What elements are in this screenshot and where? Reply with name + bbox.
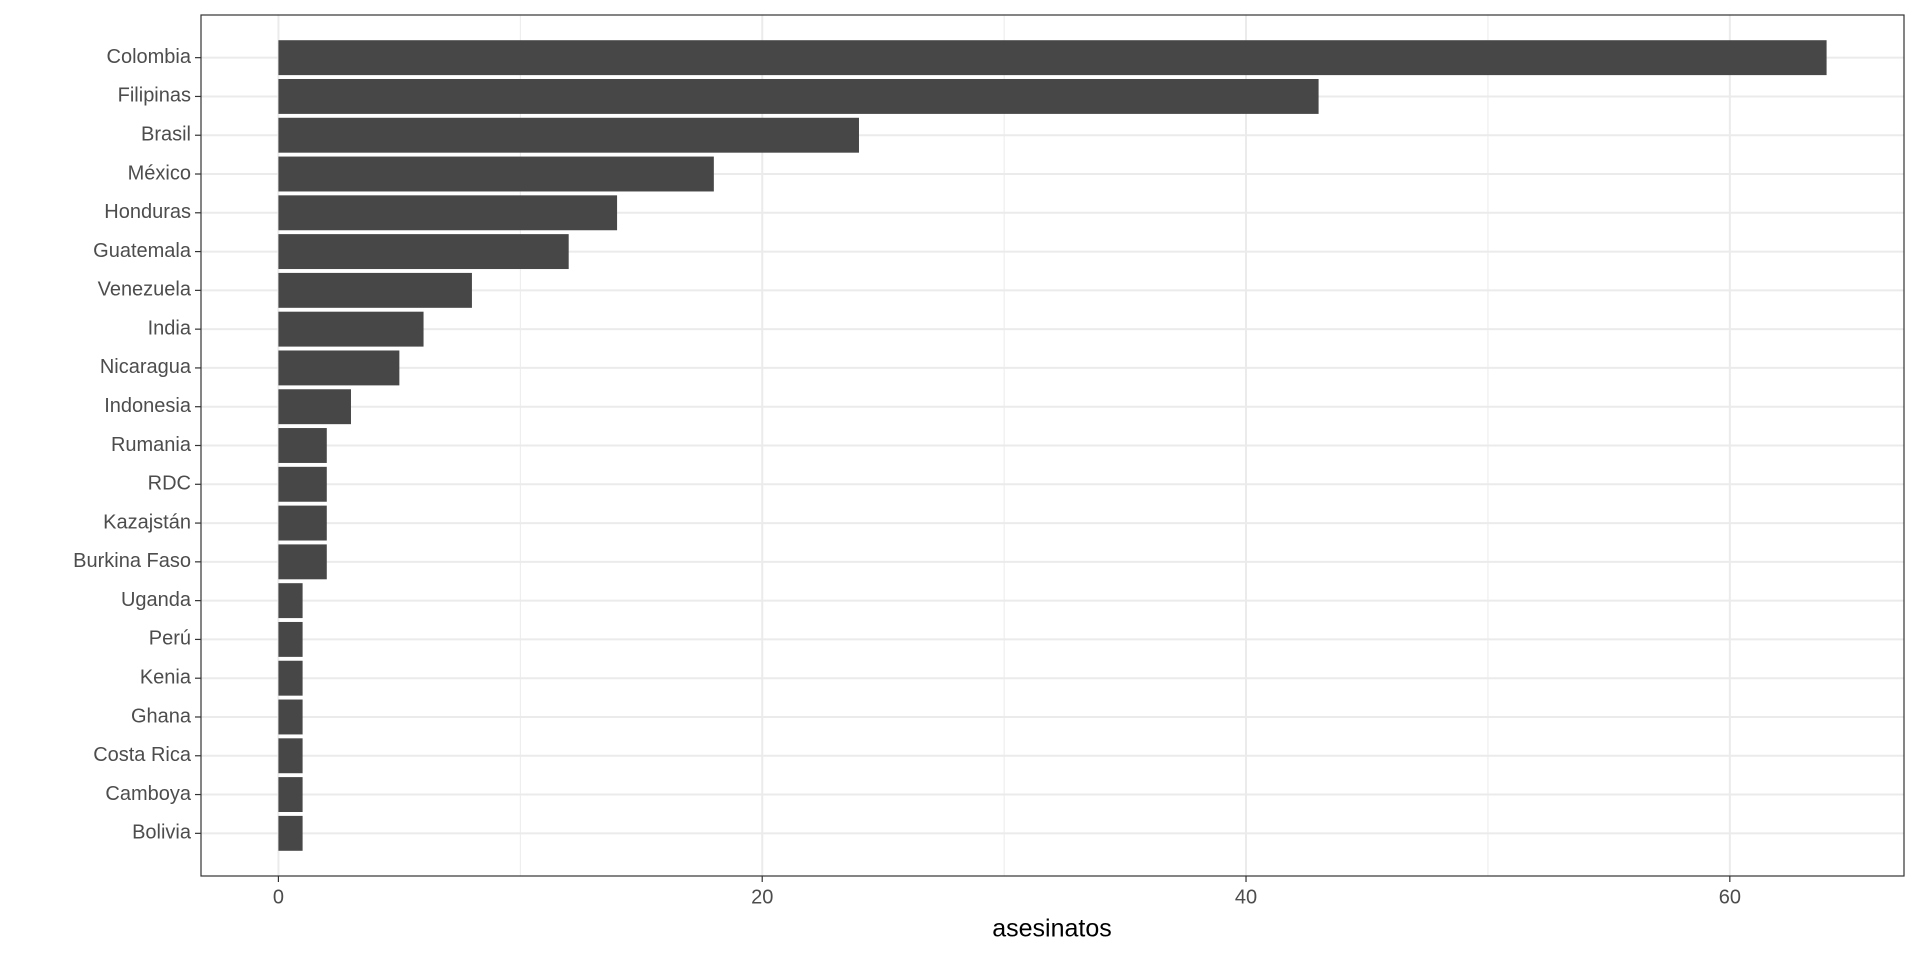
bar	[278, 505, 327, 541]
y-tick-label: Honduras	[104, 201, 191, 223]
y-tick-label: India	[148, 317, 192, 339]
y-tick-label: Colombia	[107, 46, 192, 68]
bar	[278, 621, 303, 657]
bar	[278, 660, 303, 696]
bar	[278, 195, 618, 231]
y-tick-label: Indonesia	[104, 395, 192, 417]
y-tick-label: México	[128, 162, 191, 184]
y-tick-label: Costa Rica	[93, 744, 192, 766]
x-tick-label: 40	[1235, 886, 1257, 908]
bar	[278, 389, 351, 425]
y-tick-label: Filipinas	[118, 85, 191, 107]
y-tick-label: RDC	[148, 473, 191, 495]
bar	[278, 272, 472, 308]
bar	[278, 117, 859, 153]
bar	[278, 156, 714, 192]
bar	[278, 311, 424, 347]
y-tick-label: Venezuela	[98, 279, 192, 301]
bar	[278, 350, 400, 386]
bar	[278, 40, 1827, 76]
x-tick-label: 60	[1719, 886, 1741, 908]
y-tick-label: Camboya	[105, 783, 191, 805]
bar	[278, 583, 303, 619]
y-tick-label: Kenia	[140, 666, 192, 688]
bar	[278, 234, 569, 270]
bar	[278, 466, 327, 502]
y-tick-label: Rumania	[111, 434, 192, 456]
bars	[278, 40, 1827, 851]
x-axis-title: asesinatos	[992, 915, 1112, 943]
y-tick-label: Brasil	[141, 124, 191, 146]
x-tick-label: 0	[273, 886, 284, 908]
bar	[278, 815, 303, 851]
y-tick-label: Guatemala	[93, 240, 192, 262]
bar	[278, 699, 303, 735]
y-tick-label: Uganda	[121, 589, 192, 611]
y-tick-label: Ghana	[131, 705, 192, 727]
bar	[278, 738, 303, 774]
y-tick-label: Nicaragua	[100, 356, 192, 378]
y-tick-label: Perú	[149, 628, 191, 650]
y-tick-label: Burkina Faso	[73, 550, 191, 572]
bar	[278, 428, 327, 463]
y-tick-label: Bolivia	[132, 822, 192, 844]
x-tick-label: 20	[751, 886, 773, 908]
y-tick-label: Kazajstán	[103, 511, 191, 533]
bar	[278, 777, 303, 813]
bar	[278, 78, 1319, 114]
bar	[278, 544, 327, 580]
